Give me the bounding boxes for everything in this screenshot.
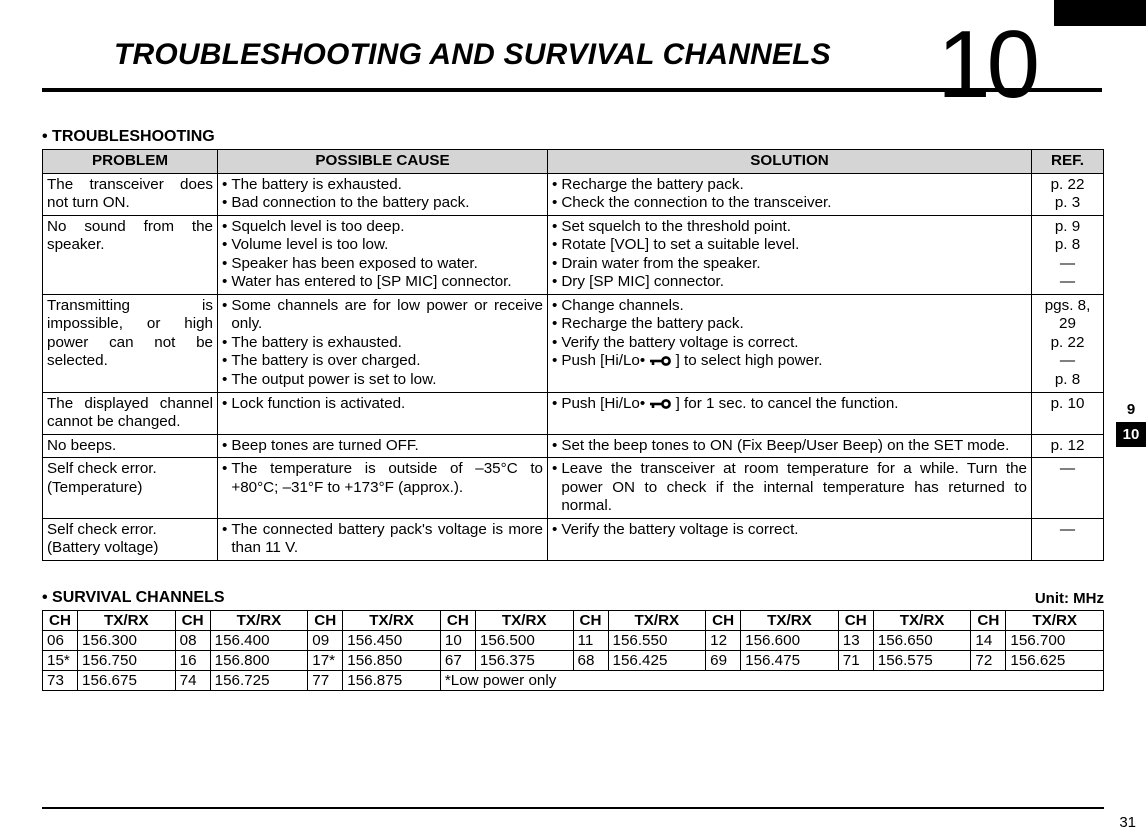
table-row: Self check error.(Battery voltage)•The c… [43, 518, 1104, 560]
side-tabs: 9 10 [1116, 397, 1146, 447]
col-txrx: TX/RX [343, 610, 441, 630]
page-number: 31 [1119, 814, 1136, 831]
col-txrx: TX/RX [210, 610, 308, 630]
chapter-number: 10 [937, 10, 1036, 120]
col-ch: CH [706, 610, 741, 630]
col-txrx: TX/RX [741, 610, 839, 630]
col-problem: PROBLEM [43, 150, 218, 174]
table-row: No beeps.•Beep tones are turned OFF.•Set… [43, 434, 1104, 458]
col-ch: CH [175, 610, 210, 630]
col-cause: POSSIBLE CAUSE [218, 150, 548, 174]
col-txrx: TX/RX [475, 610, 573, 630]
survival-footnote: *Low power only [440, 670, 1103, 690]
table-row: No sound from the speaker.•Squelch level… [43, 215, 1104, 294]
col-ch: CH [440, 610, 475, 630]
col-ch: CH [838, 610, 873, 630]
col-ch: CH [573, 610, 608, 630]
survival-table: CHTX/RXCHTX/RXCHTX/RXCHTX/RXCHTX/RXCHTX/… [42, 610, 1104, 691]
col-txrx: TX/RX [608, 610, 706, 630]
table-row: The transceiver does not turn ON.•The ba… [43, 173, 1104, 215]
section-label-survival: • SURVIVAL CHANNELS [42, 589, 225, 607]
side-tab-10[interactable]: 10 [1116, 422, 1146, 447]
page-title: TROUBLESHOOTING AND SURVIVAL CHANNELS [114, 38, 831, 72]
table-row: Transmitting is impossible, or high powe… [43, 294, 1104, 392]
col-solution: SOLUTION [548, 150, 1032, 174]
section-label-troubleshooting: • TROUBLESHOOTING [42, 128, 1104, 146]
unit-label: Unit: MHz [1035, 590, 1104, 607]
table-row: 06156.30008156.40009156.45010156.5001115… [43, 630, 1104, 650]
troubleshooting-table: PROBLEM POSSIBLE CAUSE SOLUTION REF. The… [42, 149, 1104, 561]
table-row: 73156.67574156.72577156.875*Low power on… [43, 670, 1104, 690]
table-row: Self check error.(Temperature)•The tempe… [43, 458, 1104, 519]
col-ch: CH [43, 610, 78, 630]
side-tab-9[interactable]: 9 [1116, 397, 1146, 422]
col-txrx: TX/RX [873, 610, 971, 630]
col-ch: CH [971, 610, 1006, 630]
col-txrx: TX/RX [1006, 610, 1104, 630]
footer-rule [42, 807, 1104, 809]
header: 10 TROUBLESHOOTING AND SURVIVAL CHANNELS [0, 0, 1146, 108]
table-row: 15*156.75016156.80017*156.85067156.37568… [43, 650, 1104, 670]
col-txrx: TX/RX [78, 610, 176, 630]
key-icon [649, 395, 671, 412]
col-ch: CH [308, 610, 343, 630]
col-ref: REF. [1032, 150, 1104, 174]
header-black-tab [1054, 0, 1146, 26]
title-underline [42, 88, 1102, 92]
key-icon [649, 352, 671, 369]
table-row: The displayed channel cannot be changed.… [43, 392, 1104, 434]
